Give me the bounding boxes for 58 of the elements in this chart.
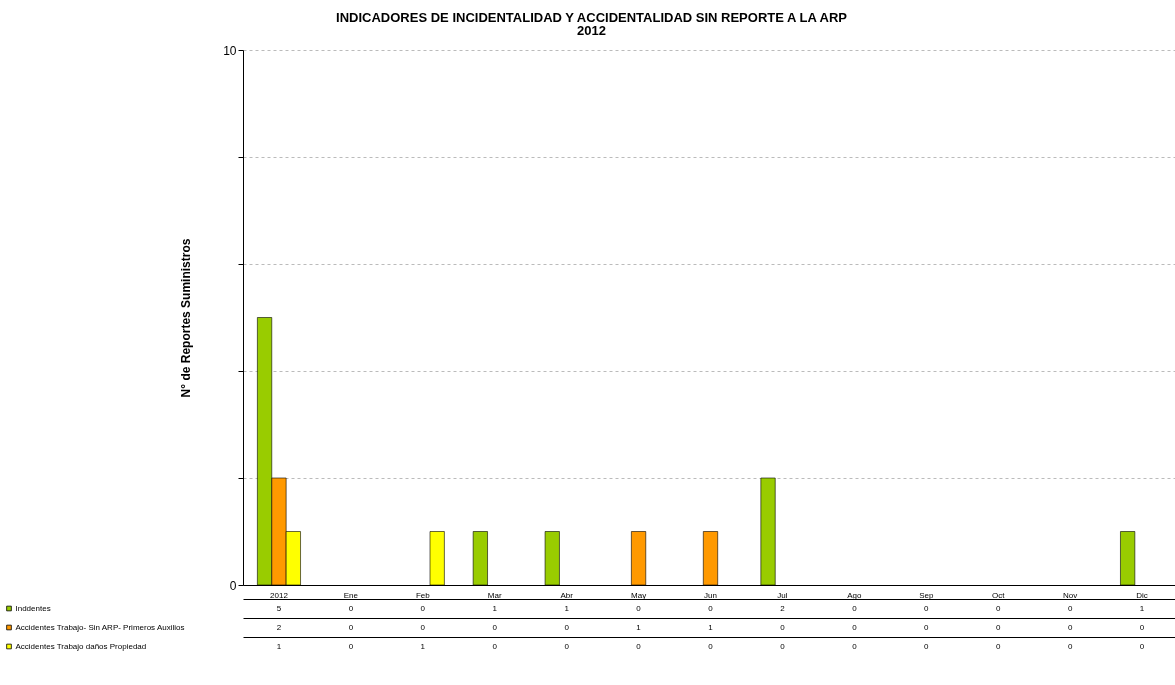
data-label: 0	[564, 641, 570, 651]
x-tick-label: Dic	[1136, 590, 1148, 600]
data-label: 0	[995, 603, 1001, 613]
data-label: 1	[708, 622, 714, 632]
data-label: 0	[995, 641, 1001, 651]
legend-label: Accidentes Trabajo- Sin ARP- Primeros Auxilios	[15, 622, 185, 632]
data-label: 0	[348, 641, 354, 651]
data-label: 0	[636, 641, 642, 651]
x-tick-label: Abr	[560, 590, 574, 600]
data-label: 0	[564, 622, 570, 632]
x-tick-label: Ene	[343, 590, 359, 600]
data-label: 0	[420, 603, 426, 613]
data-label: 0	[348, 622, 354, 632]
data-label: 2	[780, 603, 786, 613]
data-label: 0	[708, 603, 714, 613]
data-label: 0	[492, 622, 498, 632]
data-label: 0	[852, 641, 858, 651]
data-label: 0	[852, 603, 858, 613]
data-label: 0	[1139, 622, 1145, 632]
x-tick-label: Feb	[415, 590, 431, 600]
x-tick-label: May	[631, 590, 647, 600]
data-label: 0	[780, 641, 786, 651]
y-tick-label: 10	[223, 43, 237, 58]
data-label: 1	[492, 603, 498, 613]
data-label: 0	[924, 641, 930, 651]
data-label: 0	[636, 603, 642, 613]
data-label: 1	[1139, 603, 1145, 613]
x-tick-label: Mar	[487, 590, 502, 600]
data-label: 0	[420, 622, 426, 632]
data-label: 0	[1139, 641, 1145, 651]
x-tick-label: Jul	[777, 590, 788, 600]
x-tick-label: Jun	[704, 590, 717, 600]
chart-subtitle: 2012	[577, 23, 606, 38]
chart-title: INDICADORES DE INCIDENTALIDAD Y ACCIDENTALIDAD SIN REPORTE A LA ARP	[336, 10, 848, 25]
legend-label: Inddentes	[15, 603, 51, 613]
data-label: 0	[1067, 603, 1073, 613]
x-tick-label: Nov	[1063, 590, 1078, 600]
data-label: 0	[492, 641, 498, 651]
data-label: 0	[780, 622, 786, 632]
data-label: 0	[924, 603, 930, 613]
data-label: 0	[708, 641, 714, 651]
x-tick-label: 2012	[270, 590, 289, 600]
data-label: 0	[852, 622, 858, 632]
x-tick-label: Sep	[919, 590, 934, 600]
data-label: 1	[276, 641, 282, 651]
data-label: 0	[924, 622, 930, 632]
data-label: 1	[420, 641, 426, 651]
y-axis-title: N° de Reportes Suministros	[179, 238, 194, 398]
data-label: 1	[564, 603, 570, 613]
x-tick-label: Oct	[991, 590, 1006, 600]
data-label: 0	[1067, 622, 1073, 632]
data-label: 5	[276, 603, 282, 613]
data-label: 0	[995, 622, 1001, 632]
data-label: 0	[1067, 641, 1073, 651]
data-label: 0	[348, 603, 354, 613]
data-label: 2	[276, 622, 282, 632]
data-label: 1	[636, 622, 642, 632]
legend-label: Accidentes Trabajo daños Propiedad	[15, 641, 147, 651]
